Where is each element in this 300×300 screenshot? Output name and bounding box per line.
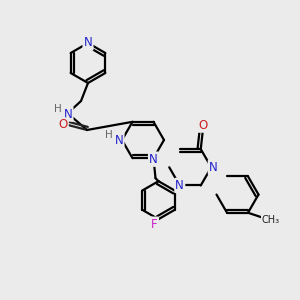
Text: H: H [105,130,113,140]
Text: F: F [151,218,158,231]
Text: CH₃: CH₃ [262,215,280,225]
Text: H: H [54,104,62,114]
Text: O: O [198,118,207,132]
Text: N: N [176,179,184,192]
Text: N: N [115,134,123,146]
Text: N: N [209,161,218,174]
Text: O: O [58,118,68,131]
Text: N: N [149,153,158,166]
Text: N: N [84,37,92,50]
Text: N: N [64,107,72,121]
